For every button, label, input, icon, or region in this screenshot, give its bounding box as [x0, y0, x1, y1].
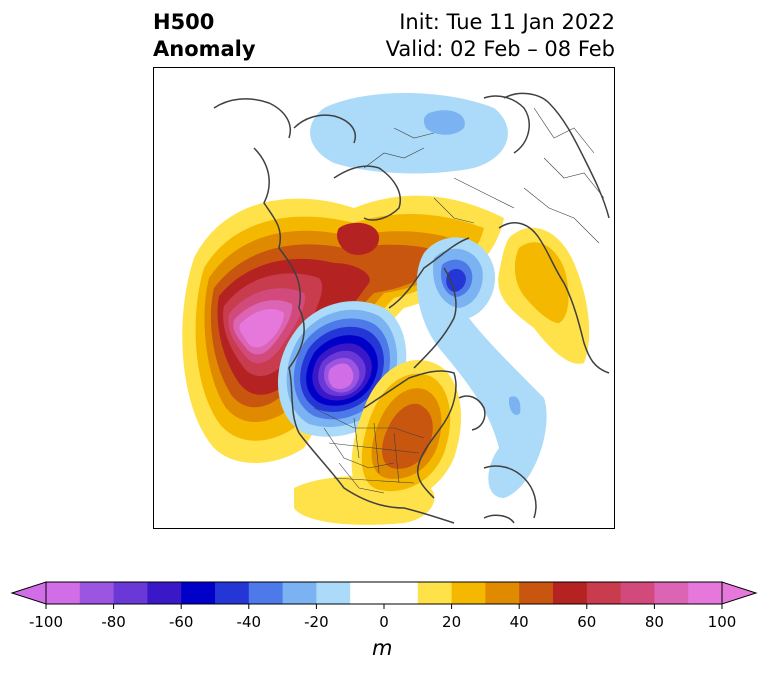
colorbar-tick-label: -20: [304, 613, 329, 631]
colorbar-under-triangle: [10, 581, 47, 605]
colorbar-swatch: [586, 582, 622, 604]
map-canvas: [182, 92, 610, 525]
negative-anomaly-north-atlantic: [416, 237, 547, 498]
title-line-1: H500: [153, 10, 215, 34]
colorbar-swatch: [181, 582, 216, 604]
colorbar-tick-label: 20: [442, 613, 461, 631]
colorbar-swatch: [113, 582, 148, 604]
colorbar-tick-label: -40: [237, 613, 262, 631]
colorbar-tick-label: 80: [645, 613, 664, 631]
colorbar-tick-label: -60: [169, 613, 194, 631]
colorbar-swatch: [417, 582, 453, 604]
colorbar-swatch: [79, 582, 115, 604]
negative-anomaly-canada: [277, 301, 407, 437]
colorbar-tick-label: 0: [379, 613, 389, 631]
colorbar-swatch: [147, 582, 182, 604]
colorbar-units: m: [372, 636, 393, 660]
anomaly-map: [153, 67, 615, 529]
colorbar-tick-label: 40: [510, 613, 529, 631]
colorbar-over-triangle: [721, 581, 758, 605]
colorbar-tick-label: -100: [29, 613, 63, 631]
colorbar-ticks: -100 -80 -60 -40 -20 0 20 40 60 80 100: [29, 604, 736, 631]
colorbar-swatch: [46, 582, 81, 604]
colorbar-swatch: [350, 582, 419, 604]
colorbar-swatch: [451, 582, 486, 604]
colorbar-swatch: [620, 582, 655, 604]
country-borders: [313, 107, 605, 494]
coastlines: [213, 92, 610, 524]
date-info: Init: Tue 11 Jan 2022 Valid: 02 Feb – 08…: [386, 9, 615, 63]
negative-anomaly-arctic: [310, 93, 508, 174]
colorbar-tick-label: 100: [708, 613, 737, 631]
colorbar-swatch: [215, 582, 250, 604]
colorbar-tick-label: -80: [101, 613, 126, 631]
colorbar-swatch: [485, 582, 520, 604]
colorbar-swatch: [282, 582, 317, 604]
valid-range: Valid: 02 Feb – 08 Feb: [385, 37, 615, 61]
colorbar-swatches: [10, 581, 758, 605]
colorbar-swatch: [519, 582, 554, 604]
colorbar-swatch: [316, 582, 351, 604]
colorbar-swatch: [654, 582, 689, 604]
colorbar-swatch: [688, 582, 723, 604]
colorbar-swatch: [553, 582, 588, 604]
colorbar-tick-label: 60: [577, 613, 596, 631]
colorbar: -100 -80 -60 -40 -20 0 20 40 60 80 100: [10, 581, 758, 631]
title-line-2: Anomaly: [153, 37, 256, 61]
positive-anomaly-europe: [498, 227, 590, 364]
init-date: Init: Tue 11 Jan 2022: [399, 10, 615, 34]
colorbar-swatch: [248, 582, 284, 604]
map-title: H500 Anomaly: [153, 9, 256, 63]
